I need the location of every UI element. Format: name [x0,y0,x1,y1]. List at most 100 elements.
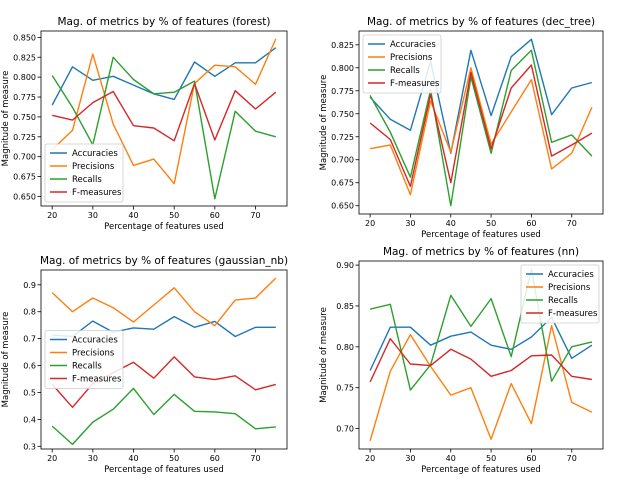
y-tick-label: 0.650 [13,192,36,201]
x-tick-label: 60 [526,219,536,228]
series-line-f-measures [52,82,277,142]
y-tick-label: 0.3 [23,442,36,451]
x-tick-label: 50 [169,211,179,220]
chart-panel-2: Mag. of metrics by % of features (dec_tr… [319,16,604,240]
series-line-precisions [51,38,277,185]
x-tick-label: 20 [365,219,375,228]
chart-title: Mag. of metrics by % of features (nn) [383,246,579,258]
series-line-accuracies [51,47,277,106]
legend: Accuracies Precisions Recalls F-measures [44,143,124,203]
x-tick-label: 70 [250,211,260,220]
legend-label: Accuracies [390,40,436,50]
x-tick-label: 30 [88,211,98,220]
x-tick-label: 60 [210,211,220,220]
series-line-accuracies [369,38,593,155]
series-line-recalls [369,268,593,391]
legend-label: Precisions [72,162,115,172]
series-line-accuracies [369,316,593,371]
series-line-f-measures [369,338,593,383]
legend-label: F-measures [548,309,598,319]
legend-label: F-measures [72,375,122,385]
y-tick-label: 0.700 [13,153,36,162]
y-tick-label: 0.850 [13,33,36,42]
x-axis-label: Percentage of features used [421,465,541,475]
x-tick-label: 20 [47,454,57,463]
x-tick-label: 30 [405,219,415,228]
y-tick-label: 0.6 [23,362,36,371]
x-tick-label: 40 [128,211,138,220]
series-line-precisions [369,324,593,441]
legend-label: Precisions [390,53,433,63]
y-tick-label: 0.9 [23,281,36,290]
y-tick-label: 0.650 [331,202,354,211]
y-tick-label: 0.90 [336,261,354,270]
y-axis-label: Magnitude of measure [1,312,11,408]
x-tick-label: 30 [405,454,415,463]
legend: Accuracies Precisions Recalls F-measures [44,330,124,389]
legend-label: Precisions [548,283,591,293]
x-tick-label: 40 [446,219,456,228]
legend: Accuracies Precisions Recalls F-measures [362,34,442,94]
x-tick-label: 40 [446,454,456,463]
chart-title: Mag. of metrics by % of features (forest… [57,16,270,28]
legend-label: Recalls [390,66,420,76]
y-tick-label: 0.750 [331,110,354,119]
legend-label: Precisions [72,349,115,359]
chart-panel-3: Mag. of metrics by % of features (gaussi… [1,255,288,475]
x-tick-label: 40 [128,454,138,463]
y-tick-label: 0.725 [13,133,36,142]
chart-title: Mag. of metrics by % of features (gaussi… [40,255,288,267]
legend-label: Accuracies [72,149,118,159]
x-tick-label: 20 [365,454,375,463]
series-line-accuracies [52,315,276,338]
legend-box [362,34,442,94]
x-tick-label: 50 [169,454,179,463]
y-tick-label: 0.775 [331,87,354,96]
legend-label: F-measures [390,79,440,89]
y-tick-label: 0.75 [336,384,354,393]
y-tick-label: 0.8 [23,308,36,317]
series-line-recalls [51,56,276,200]
y-tick-label: 0.5 [23,388,36,397]
y-tick-label: 0.825 [13,53,36,62]
y-tick-label: 0.700 [331,156,354,165]
legend-box [44,330,124,389]
x-tick-label: 30 [88,454,98,463]
y-axis-label: Magnitude of measure [1,71,11,167]
chart-title: Mag. of metrics by % of features (dec_tr… [367,16,595,28]
series-line-f-measures [369,64,593,188]
legend-label: Recalls [72,362,102,372]
y-tick-label: 0.800 [331,64,354,73]
y-tick-label: 0.7 [23,335,36,344]
y-tick-label: 0.70 [336,425,354,434]
chart-panel-4: Mag. of metrics by % of features (nn) 20 3… [319,246,604,475]
y-axis-label: Magnitude of measure [319,307,329,403]
legend-label: Recalls [548,296,578,306]
y-tick-label: 0.80 [336,343,354,352]
x-tick-label: 50 [486,219,496,228]
legend: Accuracies Precisions Recalls F-measures [520,264,600,324]
x-tick-label: 70 [567,219,577,228]
plot-frame [40,30,288,207]
legend-label: F-measures [72,188,122,198]
legend-label: Recalls [72,175,102,185]
legend-label: Accuracies [72,336,118,346]
x-tick-label: 50 [486,454,496,463]
y-axis-label: Magnitude of measure [319,75,329,171]
y-tick-label: 0.4 [23,415,36,424]
legend-box [520,264,600,324]
x-axis-label: Percentage of features used [421,230,541,240]
series-line-precisions [51,277,277,327]
y-tick-label: 0.825 [331,41,354,50]
x-tick-label: 20 [47,211,57,220]
plot-frame [358,260,604,450]
y-tick-label: 0.675 [13,173,36,182]
plot-frame [40,269,288,450]
y-tick-label: 0.750 [13,113,36,122]
series-line-precisions [369,67,593,196]
y-tick-label: 0.775 [13,93,36,102]
y-tick-label: 0.85 [336,302,354,311]
plot-frame [358,30,604,215]
x-tick-label: 60 [526,454,536,463]
